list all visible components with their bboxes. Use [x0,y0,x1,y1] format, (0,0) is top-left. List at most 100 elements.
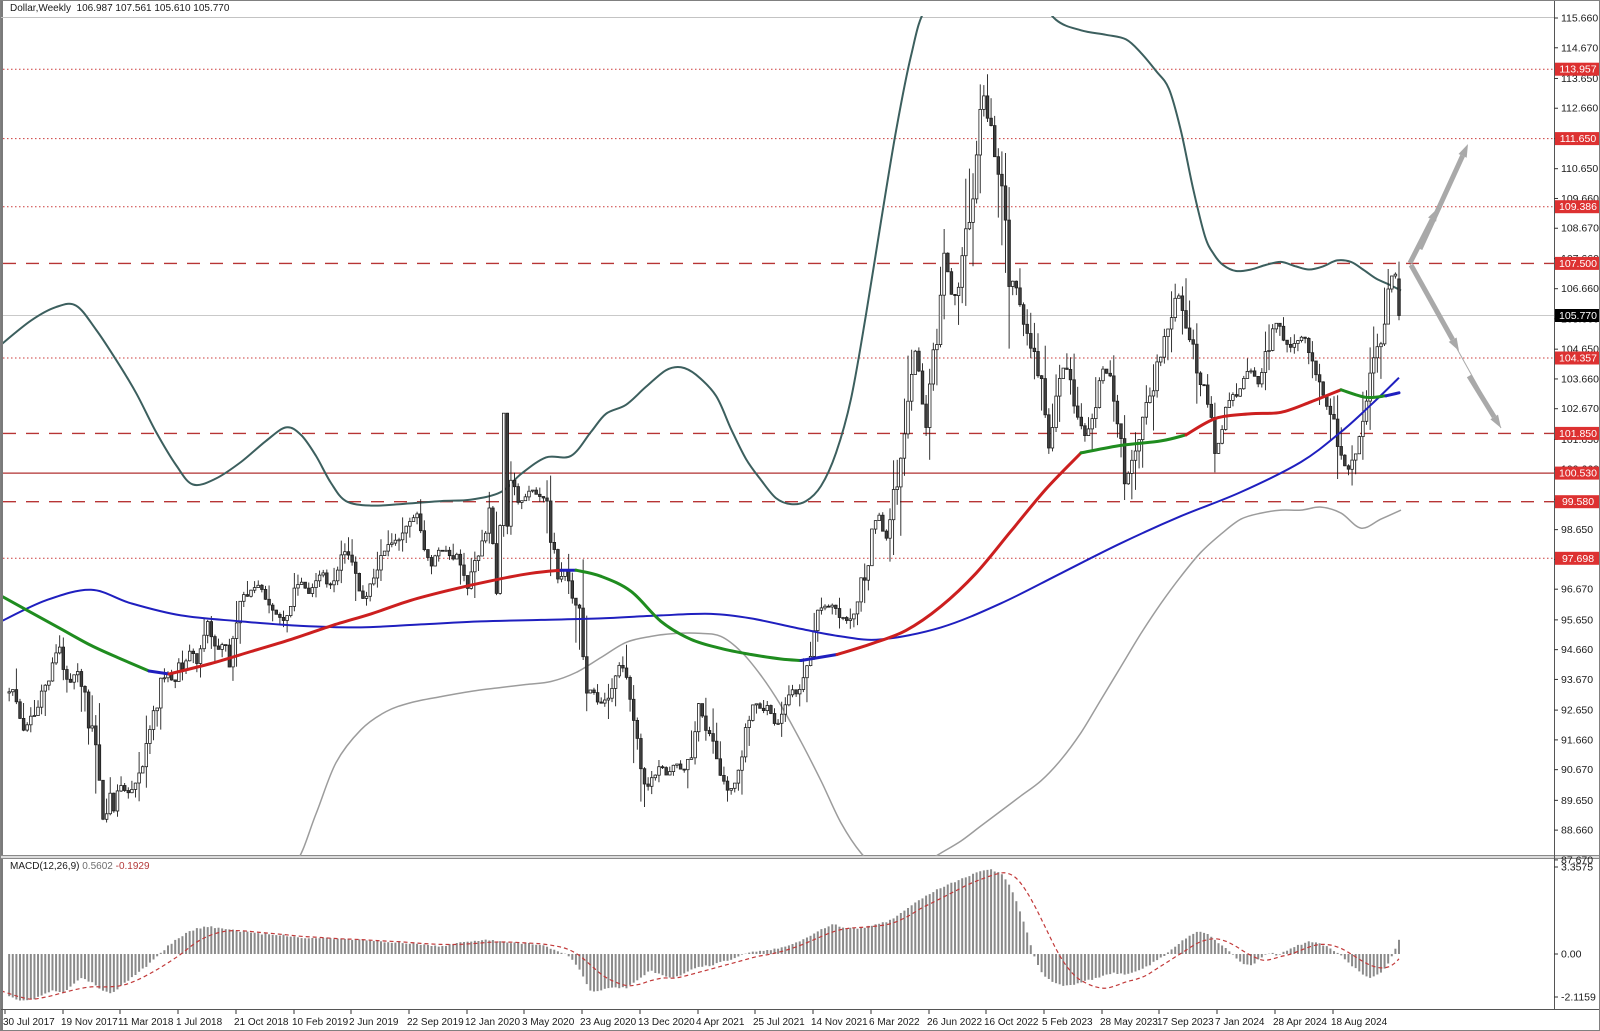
band-lower-line[interactable] [1,506,1402,874]
candle-body [530,489,535,492]
candle-body [776,722,780,725]
candle-body [1047,414,1051,449]
candle-body [982,95,986,110]
time-axis[interactable]: 30 Jul 2017 19 Nov 2017 11 Mar 2018 1 Jul 2… [3,1010,1388,1028]
candle-body [76,671,80,676]
candle-body [447,549,452,557]
ma-trend-colored-segment[interactable] [799,653,839,662]
macd-signal-line[interactable] [1,872,1400,1000]
ma-long-blue-line[interactable] [1,376,1400,641]
candle-body [1231,394,1235,401]
candle-body [559,576,564,580]
candle-body [1169,317,1174,330]
candle-body [126,790,130,794]
band-upper-line[interactable] [1,1,1402,507]
candle-body [592,689,596,693]
candle-body [736,769,741,784]
macd-pane[interactable] [1,869,1400,1001]
candle-body [458,553,463,566]
candle-body [296,584,300,589]
candle-body [798,689,802,695]
candle-body [1148,395,1152,403]
candle-body [169,674,174,681]
date-tick-label: 14 Nov 2021 [811,1017,868,1028]
price-tick-label: 88.660 [1561,825,1593,837]
candle-body [418,513,423,532]
price-line-badge-label: 109.386 [1559,201,1597,213]
ma-trend-colored-segment[interactable] [147,669,171,676]
candle-body [920,370,925,405]
candle-body [1083,425,1087,436]
candle-body [1299,336,1304,342]
candle-body [1115,400,1120,425]
candle-body [231,638,235,668]
candle-body [350,554,354,563]
ma-trend-colored-segment[interactable] [167,568,563,676]
ma-trend-colored-segment[interactable] [1384,391,1401,398]
candle-body [364,595,369,599]
candle-body [873,520,878,530]
price-tick-label: 106.660 [1561,283,1599,295]
ma-trend-colored-segment[interactable] [835,451,1083,656]
candle-body [68,678,73,683]
candle-body [1227,399,1231,408]
candle-body [1126,472,1130,485]
ma-trend-colored-segment[interactable] [1,595,151,673]
candle-body [1249,370,1253,373]
date-tick-label: 18 Aug 2024 [1331,1017,1388,1028]
date-tick-label: 6 Mar 2022 [869,1017,920,1028]
candle-body [104,813,109,820]
price-axis[interactable]: 115.660 114.670 113.650 112.660 111.650 110.6… [1554,13,1600,1004]
projection-arrows[interactable] [1407,144,1502,429]
main-pane[interactable] [1,1,1554,874]
candle-body [476,555,481,561]
candle-body [931,349,935,385]
candle-body [205,621,210,636]
candle-body [303,581,307,589]
ohlc-title: Dollar,Weekly 106.987 107.561 105.610 10… [10,3,230,14]
ma-trend-colored-segment[interactable] [1339,388,1388,400]
candle-body [899,457,903,488]
candle-body [1274,322,1278,330]
pane-separator[interactable] [1,855,1600,859]
candle-body [1097,380,1102,408]
candle-body [281,617,286,621]
candle-body [783,704,787,715]
candle-body [90,725,94,729]
candle-body [180,662,185,670]
candlestick-series[interactable] [7,74,1401,823]
candle-body [693,731,697,759]
ma-trend-colored-segment[interactable] [574,568,803,662]
candle-body [754,703,759,706]
candle-body [285,615,289,621]
candle-body [357,573,361,592]
candle-body [187,650,192,662]
candle-body [307,587,311,594]
candle-body [985,95,990,119]
up-arrow-2-head [1458,144,1468,158]
candle-body [1252,370,1257,377]
candle-body [567,569,571,582]
candle-body [249,589,253,597]
candle-body [1213,416,1217,454]
ma-trend-colored-segment[interactable] [1184,388,1343,437]
macd-tick-label: 0.00 [1561,949,1582,961]
candle-body [1094,407,1098,420]
candle-body [1159,356,1163,363]
candle-body [382,550,387,556]
ma-trend-colored-segment[interactable] [1079,433,1188,455]
candle-body [1090,418,1094,430]
candle-body [978,109,982,156]
up-arrow-2-shaft [1417,154,1465,251]
date-tick-label: 13 Dec 2020 [638,1017,695,1028]
candle-body [469,571,473,589]
down-arrow-1-shaft [1408,263,1455,341]
candle-body [1180,295,1185,311]
candle-body [29,715,33,726]
candle-body [700,703,704,717]
candle-body [101,779,105,820]
candle-body [270,604,275,611]
candle-body [123,785,127,791]
candle-body [39,690,44,708]
